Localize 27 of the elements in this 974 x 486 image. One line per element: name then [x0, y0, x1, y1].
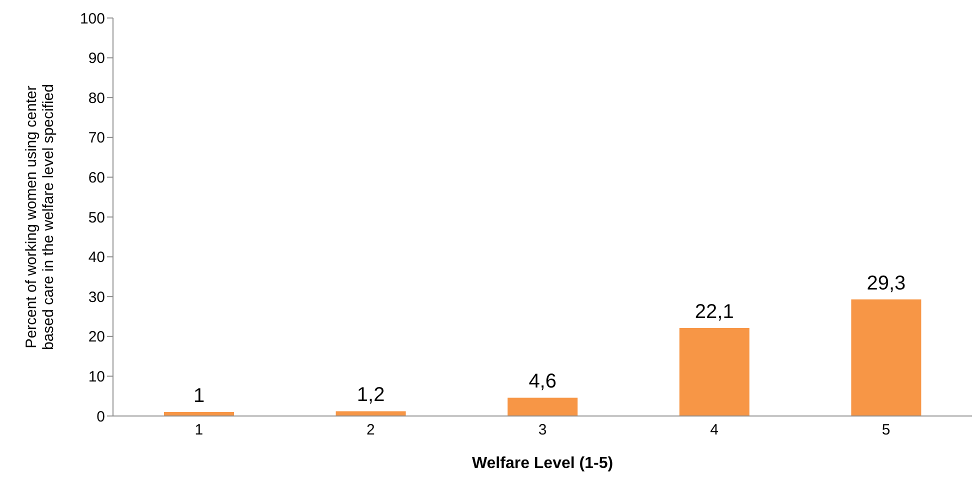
- bar: [508, 398, 578, 416]
- data-label: 4,6: [528, 370, 557, 393]
- data-label: 22,1: [694, 301, 734, 324]
- data-label: 1: [193, 385, 205, 408]
- y-tick-label: 60: [88, 170, 105, 187]
- bar: [679, 328, 750, 416]
- x-axis-title: Welfare Level (1-5): [472, 455, 614, 472]
- data-label: 1,2: [356, 384, 385, 406]
- x-tick-label: 2: [366, 422, 375, 439]
- y-tick-label: 30: [88, 288, 105, 306]
- bar: [851, 299, 922, 416]
- y-tick-label: 70: [88, 130, 105, 147]
- x-tick-label: 3: [538, 422, 547, 439]
- x-tick-label: 1: [194, 422, 204, 439]
- y-tick-label: 20: [88, 328, 105, 346]
- y-tick-label: 0: [96, 408, 105, 426]
- bar: [336, 411, 406, 416]
- y-tick-label: 50: [88, 209, 105, 226]
- y-tick-label: 100: [80, 10, 105, 28]
- y-tick-label: 40: [88, 249, 105, 266]
- x-tick-label: 5: [882, 422, 890, 439]
- y-tick-label: 10: [88, 368, 105, 386]
- y-axis-title: Percent of working women using center based care in the welfare level specified: [23, 84, 57, 350]
- y-tick-label: 80: [88, 90, 105, 107]
- y-tick-label: 90: [88, 50, 105, 68]
- data-label: 29,3: [866, 272, 906, 294]
- x-tick-label: 4: [710, 422, 718, 439]
